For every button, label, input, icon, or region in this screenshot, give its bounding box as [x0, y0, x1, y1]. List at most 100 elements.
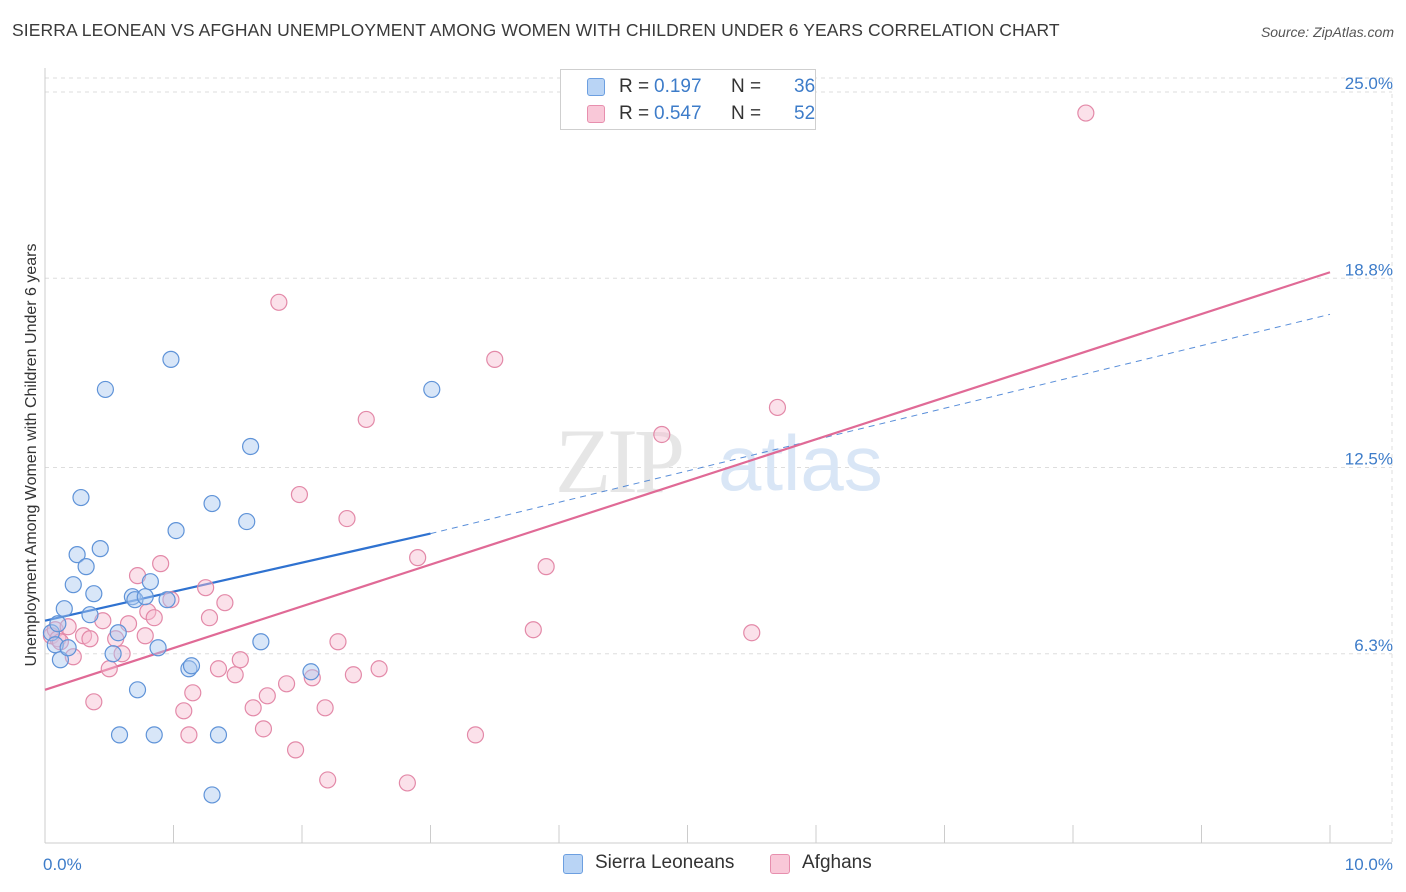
- sierra-leoneans-point: [49, 615, 67, 633]
- legend-n-label: N =: [731, 76, 762, 97]
- afghans-point: [162, 591, 180, 609]
- y-tick-label: 6.3%: [1354, 636, 1393, 655]
- afghans-point: [370, 660, 388, 678]
- afghans-point: [398, 774, 416, 792]
- sierra-leoneans-point: [209, 726, 228, 744]
- bottom-legend-label: Afghans: [802, 852, 872, 873]
- afghans-point: [1077, 104, 1095, 122]
- afghans-point: [85, 693, 103, 711]
- sierra-leoneans-point: [158, 591, 176, 609]
- afghans-point: [486, 350, 504, 368]
- bottom-legend-label: Sierra Leoneans: [595, 852, 735, 873]
- sierra-leoneans-point: [72, 488, 90, 507]
- afghans-point: [303, 669, 321, 687]
- sierra-leoneans-point: [68, 546, 86, 564]
- afghans-point: [290, 485, 309, 504]
- afghans-point: [316, 699, 334, 717]
- afghans-point: [197, 579, 215, 597]
- afghans-point: [216, 594, 234, 612]
- sierra-leoneans-point: [180, 660, 198, 678]
- sierra-leoneans-point: [51, 651, 70, 669]
- sierra-leoneans-point: [77, 558, 95, 576]
- afghans-point: [357, 410, 375, 429]
- afghans-point: [59, 618, 77, 636]
- sierra-leoneans-trend-extension: [430, 313, 1331, 535]
- afghans-point: [175, 702, 193, 720]
- afghans-point: [184, 684, 202, 702]
- sierra-leoneans-point: [136, 588, 154, 606]
- legend-n-value: 36: [794, 76, 816, 97]
- afghans-point: [254, 720, 273, 738]
- afghans-point: [64, 648, 82, 666]
- x-tick-label: 0.0%: [43, 855, 82, 874]
- afghans-point: [286, 741, 305, 759]
- bottom-legend-swatch-blue: [563, 854, 583, 874]
- afghans-point: [338, 509, 356, 528]
- x-tick-label: 10.0%: [1345, 855, 1393, 874]
- sierra-leoneans-point: [128, 681, 147, 699]
- legend-r-label: R =: [619, 76, 650, 97]
- legend-r-label: R =: [619, 103, 650, 124]
- afghans-point: [277, 675, 296, 693]
- sierra-leoneans-point: [423, 380, 441, 399]
- sierra-leoneans-point: [46, 636, 64, 654]
- sierra-leoneans-point: [203, 786, 221, 804]
- afghans-trend-line: [44, 271, 1331, 691]
- afghans-point: [329, 633, 347, 651]
- sierra-leoneans-point: [203, 494, 221, 513]
- sierra-leoneans-point: [109, 624, 127, 642]
- sierra-leoneans-point: [182, 657, 201, 675]
- legend-swatch-pink: [587, 105, 605, 123]
- sierra-leoneans-point: [85, 585, 103, 603]
- sierra-leoneans-point: [59, 639, 77, 657]
- axes: [44, 68, 1392, 844]
- sierra-leoneans-point: [141, 573, 159, 591]
- afghans-point: [409, 549, 427, 567]
- y-tick-label: 12.5%: [1345, 450, 1393, 469]
- afghans-point: [113, 645, 131, 663]
- sierra-leoneans-point: [96, 380, 114, 399]
- afghans-point: [152, 555, 170, 573]
- sierra-leoneans-point: [91, 540, 109, 558]
- afghans-point: [319, 771, 337, 789]
- source-label: Source: ZipAtlas.com: [1260, 24, 1394, 40]
- afghans-point: [524, 621, 542, 639]
- sierra-leoneans-point: [123, 588, 141, 606]
- sierra-leoneans-point: [64, 576, 82, 594]
- sierra-leoneans-point: [110, 726, 129, 744]
- sierra-leoneans-point: [149, 639, 167, 657]
- afghans-point: [209, 660, 228, 678]
- afghans-point: [145, 609, 163, 627]
- sierra-leoneans-point: [104, 645, 122, 663]
- afghans-point: [537, 558, 555, 576]
- legend-swatch-blue: [587, 78, 605, 96]
- afghans-point: [231, 651, 249, 669]
- sierra-leoneans-point: [242, 437, 260, 456]
- sierra-leoneans-point: [126, 591, 144, 609]
- afghans-point: [136, 627, 154, 645]
- afghans-point: [768, 398, 787, 417]
- afghans-point: [244, 699, 262, 717]
- afghans-point: [344, 666, 362, 684]
- watermark: ZIP atlas: [555, 410, 883, 512]
- sierra-leoneans-point: [145, 726, 163, 744]
- sierra-leoneans-point: [55, 600, 73, 618]
- afghans-point: [270, 293, 288, 311]
- data-points: [42, 104, 1095, 804]
- legend-n-value: 52: [794, 103, 816, 124]
- sierra-leoneans-point: [81, 606, 99, 624]
- afghans-point: [743, 624, 761, 642]
- afghans-point: [466, 726, 485, 744]
- afghans-point: [200, 609, 219, 627]
- afghans-point: [226, 666, 244, 684]
- sierra-leoneans-point: [238, 512, 256, 531]
- sierra-leoneans-point: [162, 350, 180, 368]
- legend-n-label: N =: [731, 103, 762, 124]
- y-tick-label: 18.8%: [1345, 260, 1393, 279]
- afghans-point: [81, 630, 99, 648]
- y-tick-label: 25.0%: [1345, 74, 1393, 93]
- chart-title: SIERRA LEONEAN VS AFGHAN UNEMPLOYMENT AM…: [12, 20, 1060, 40]
- sierra-leoneans-point: [167, 521, 185, 540]
- afghans-point: [258, 687, 276, 705]
